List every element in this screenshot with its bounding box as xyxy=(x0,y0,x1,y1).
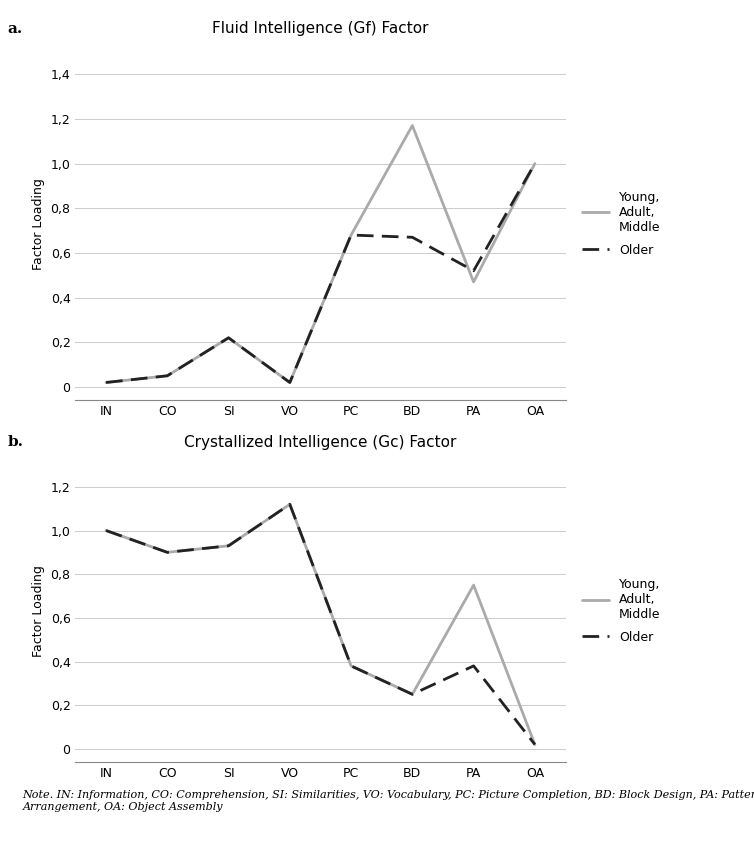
Older xyxy=(408,689,417,699)
Young,
Adult,
Middle xyxy=(530,158,539,169)
Older xyxy=(530,740,539,750)
Line: Older: Older xyxy=(106,505,535,745)
Young,
Adult,
Middle xyxy=(224,541,233,551)
Older xyxy=(469,660,478,671)
Young,
Adult,
Middle xyxy=(347,230,356,240)
Line: Older: Older xyxy=(106,164,535,382)
Young,
Adult,
Middle xyxy=(163,370,172,381)
Young,
Adult,
Middle xyxy=(163,548,172,558)
Y-axis label: Factor Loading: Factor Loading xyxy=(32,566,45,657)
Older xyxy=(163,370,172,381)
Older xyxy=(224,332,233,343)
Young,
Adult,
Middle xyxy=(469,580,478,591)
Line: Young,
Adult,
Middle: Young, Adult, Middle xyxy=(106,126,535,382)
Young,
Adult,
Middle xyxy=(408,689,417,699)
Title: Crystallized Intelligence (Gc) Factor: Crystallized Intelligence (Gc) Factor xyxy=(184,435,457,449)
Y-axis label: Factor Loading: Factor Loading xyxy=(32,178,45,269)
Young,
Adult,
Middle xyxy=(469,276,478,287)
Older xyxy=(530,158,539,169)
Young,
Adult,
Middle xyxy=(285,499,294,510)
Young,
Adult,
Middle xyxy=(224,332,233,343)
Older xyxy=(347,660,356,671)
Young,
Adult,
Middle xyxy=(408,121,417,131)
Older xyxy=(224,541,233,551)
Text: Note. IN: Information, CO: Comprehension, SI: Similarities, VO: Vocabulary, PC: : Note. IN: Information, CO: Comprehension… xyxy=(23,790,754,812)
Older xyxy=(285,377,294,387)
Title: Fluid Intelligence (Gf) Factor: Fluid Intelligence (Gf) Factor xyxy=(212,22,429,36)
Legend: Young,
Adult,
Middle, Older: Young, Adult, Middle, Older xyxy=(581,191,661,257)
Text: a.: a. xyxy=(8,22,23,35)
Young,
Adult,
Middle xyxy=(530,740,539,750)
Young,
Adult,
Middle xyxy=(102,525,111,536)
Young,
Adult,
Middle xyxy=(102,377,111,387)
Line: Young,
Adult,
Middle: Young, Adult, Middle xyxy=(106,505,535,745)
Older xyxy=(163,548,172,558)
Older xyxy=(102,525,111,536)
Older xyxy=(408,232,417,243)
Young,
Adult,
Middle xyxy=(285,377,294,387)
Older xyxy=(285,499,294,510)
Legend: Young,
Adult,
Middle, Older: Young, Adult, Middle, Older xyxy=(581,579,661,644)
Older xyxy=(469,265,478,276)
Text: b.: b. xyxy=(8,435,23,449)
Older xyxy=(347,230,356,240)
Older xyxy=(102,377,111,387)
Young,
Adult,
Middle xyxy=(347,660,356,671)
